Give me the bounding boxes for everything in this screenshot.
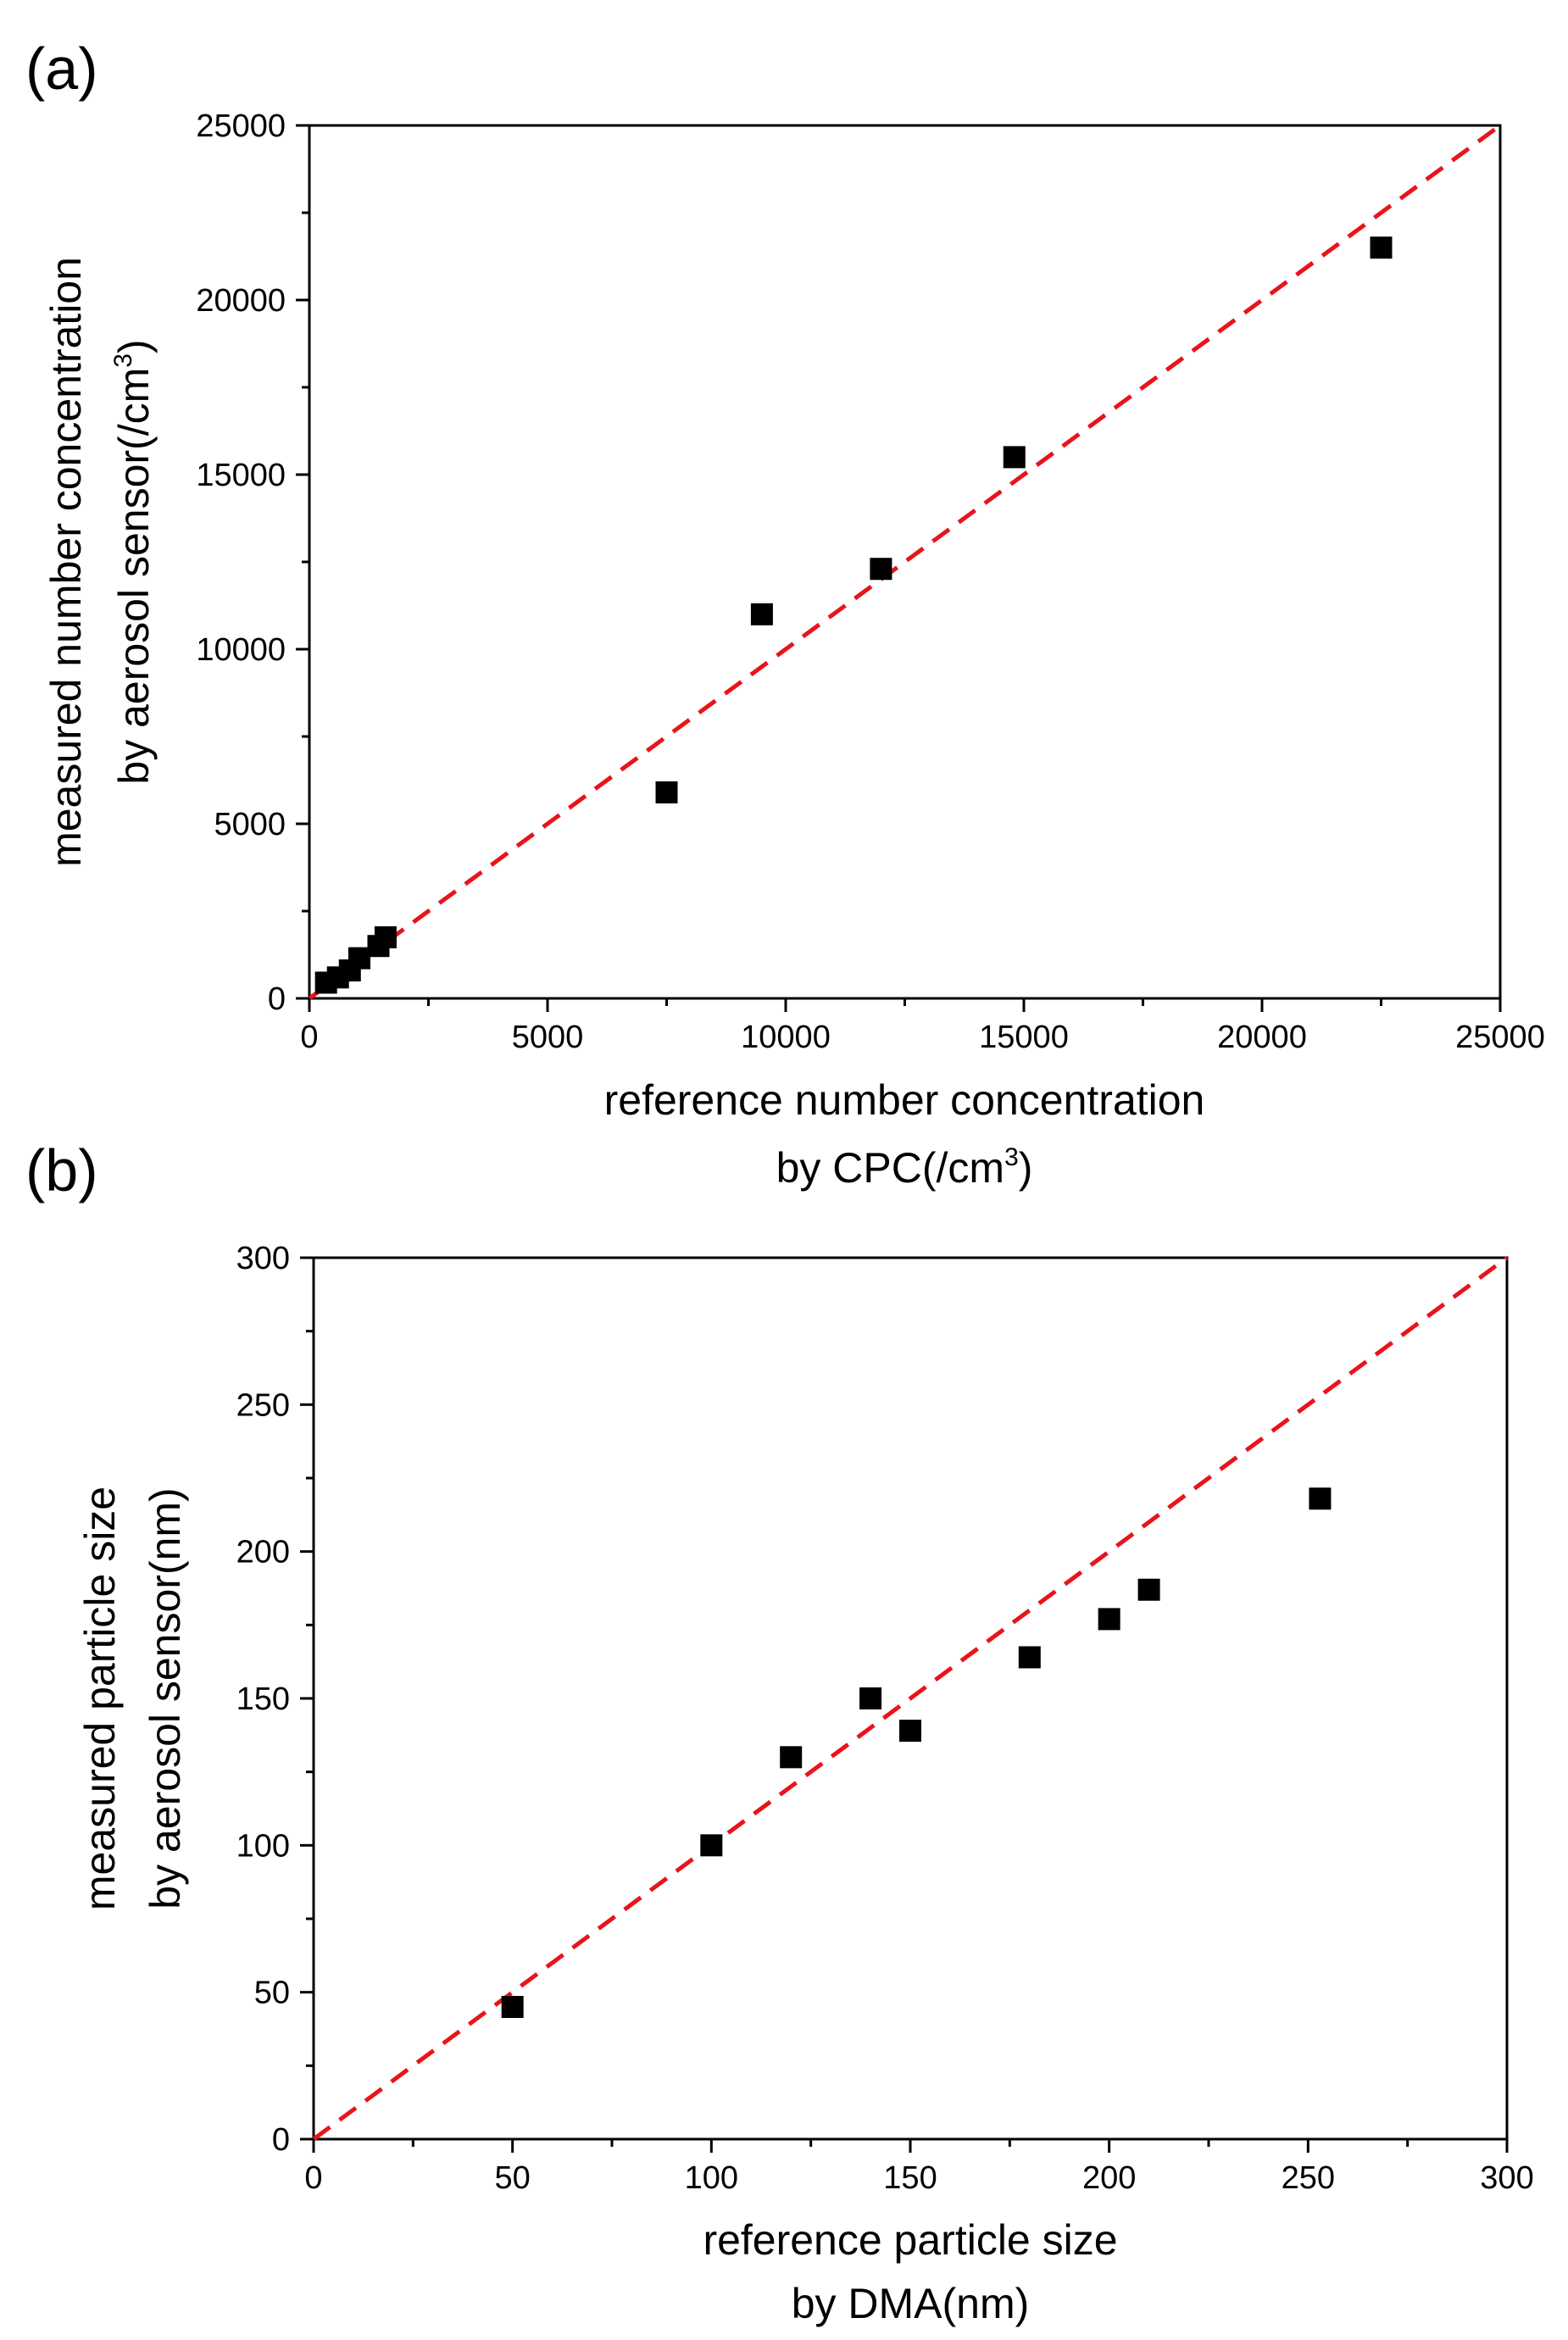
b-x-tick-label: 100: [685, 2160, 738, 2196]
panel-b-y-axis-title-line2: by aerosol sensor(nm): [142, 1487, 189, 1909]
panel-a-reference-line: [308, 123, 1502, 1001]
a-y-tick-label: 15000: [196, 458, 286, 493]
panel-b: (b) 00 50 50 100 100 150 150 200 200 250 250 300 300…: [25, 1137, 1534, 2327]
b-y-tick-label: 50: [254, 1976, 290, 2011]
panel-b-x-axis-title-line2: by DMA(nm): [792, 2280, 1030, 2327]
b-data-point: [501, 1996, 524, 2018]
a-y-tick-label: 25000: [196, 108, 286, 144]
panel-a-plot-frame: [308, 124, 1502, 1000]
b-y-tick-label: 250: [236, 1387, 290, 1423]
panel-b-ticks: 00 50 50 100 100 150 150 200 200 250 250 300 300: [236, 1241, 1534, 2196]
b-y-tick-label: 0: [272, 2122, 290, 2158]
a-y-tick-label: 5000: [214, 807, 286, 842]
panel-a-ticks: 00 5000 5000 10000 10000 15000 15000 20000 20000…: [196, 108, 1545, 1055]
b-data-point: [1098, 1608, 1120, 1631]
panel-a-points: [314, 236, 1393, 994]
a-y-tick-label: 20000: [196, 283, 286, 319]
panel-a-x-axis-title-line2: by CPC(/cm3): [776, 1143, 1033, 1192]
b-data-point: [1137, 1578, 1160, 1601]
b-x-tick-label: 200: [1082, 2160, 1136, 2196]
b-y-tick-label: 200: [236, 1535, 290, 1570]
panel-a-y-axis-title-line2: by aerosol sensor(/cm3): [109, 339, 158, 784]
panel-a-y-axis-title-line1: measured number concentration: [42, 257, 90, 867]
panel-a: (a) 00 5000 5000 10000 10000 15000 15000 20000 2…: [25, 36, 1545, 1192]
b-x-tick-label: 0: [304, 2160, 322, 2196]
a-x-tick-label: 10000: [741, 1020, 831, 1055]
b-data-point: [1309, 1487, 1332, 1510]
a-data-point: [1370, 236, 1393, 259]
b-data-point: [780, 1746, 803, 1769]
panel-b-x-axis-title-line1: reference particle size: [703, 2216, 1117, 2264]
a-x-tick-label: 25000: [1455, 1020, 1545, 1055]
a-x-tick-label: 0: [300, 1020, 318, 1055]
a-x-tick-label: 15000: [979, 1020, 1069, 1055]
b-data-point: [859, 1687, 882, 1709]
panel-b-points: [501, 1487, 1332, 2018]
a-y-tick-label: 10000: [196, 632, 286, 668]
a-data-point: [870, 558, 892, 581]
panel-b-reference-line: [312, 1255, 1509, 2142]
b-data-point: [899, 1720, 921, 1742]
b-y-tick-label: 100: [236, 1828, 290, 1864]
b-data-point: [700, 1834, 723, 1857]
a-data-point: [348, 947, 371, 970]
a-data-point: [750, 603, 773, 625]
panel-a-x-axis-title-line1: reference number concentration: [604, 1076, 1205, 1124]
a-y-tick-label: 0: [268, 981, 286, 1017]
a-x-tick-label: 5000: [512, 1020, 584, 1055]
a-data-point: [655, 781, 678, 803]
a-data-point: [374, 925, 397, 948]
b-x-tick-label: 50: [495, 2160, 531, 2196]
b-data-point: [1018, 1646, 1041, 1669]
b-x-tick-label: 250: [1282, 2160, 1335, 2196]
b-y-tick-label: 300: [236, 1241, 290, 1276]
a-x-tick-label: 20000: [1217, 1020, 1307, 1055]
panel-b-y-axis-title-line1: measured particle size: [76, 1487, 124, 1910]
a-data-point: [1003, 446, 1026, 469]
panel-a-label: (a): [25, 36, 98, 102]
b-y-tick-label: 150: [236, 1681, 290, 1717]
b-x-tick-label: 150: [883, 2160, 937, 2196]
panel-b-label: (b): [25, 1137, 98, 1203]
b-x-tick-label: 300: [1480, 2160, 1533, 2196]
